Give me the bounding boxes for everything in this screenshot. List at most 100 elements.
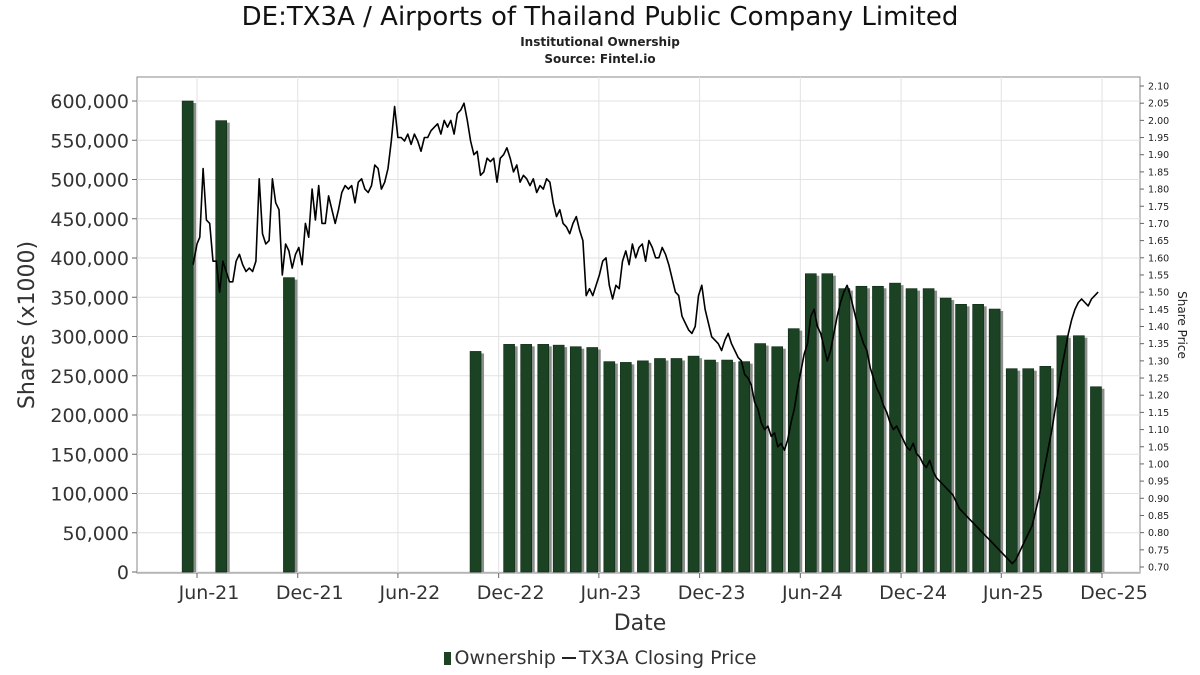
y2-axis-label: Share Price bbox=[1175, 291, 1189, 359]
ownership-bar bbox=[637, 360, 649, 573]
x-tick-label: Jun-22 bbox=[379, 582, 441, 604]
ownership-bar bbox=[704, 359, 716, 573]
ownership-bars bbox=[181, 100, 1105, 573]
y-tick-label: 100,000 bbox=[50, 484, 129, 506]
y2-tick-label: 2.05 bbox=[1148, 99, 1169, 110]
ownership-bar bbox=[552, 344, 565, 573]
y2-tick-label: 0.95 bbox=[1148, 477, 1169, 488]
y2-tick-label: 1.70 bbox=[1148, 219, 1169, 230]
ownership-bar bbox=[503, 344, 515, 573]
x-axis-label: Date bbox=[614, 611, 667, 636]
y-tick-label: 450,000 bbox=[50, 209, 129, 231]
ownership-bar bbox=[821, 273, 834, 573]
price-line-group bbox=[192, 102, 1099, 565]
y2-tick-label: 1.45 bbox=[1148, 305, 1169, 316]
y2-axis-ticks: 0.70 0.75 0.80 0.85 0.90 0.95 1.00 1.05 1.10 1.15… bbox=[1140, 82, 1169, 574]
x-tick-label: Jun-25 bbox=[982, 582, 1044, 604]
x-axis-ticks: Jun-21 Dec-21 Jun-22 Dec-22 Jun-23 Dec-23 Jun-… bbox=[178, 573, 1148, 604]
ownership-bar bbox=[838, 288, 851, 573]
ownership-bar bbox=[721, 359, 733, 573]
ownership-bar bbox=[215, 120, 228, 573]
chart-title: DE:TX3A / Airports of Thailand Public Co… bbox=[241, 2, 959, 32]
y2-tick-label: 1.65 bbox=[1148, 236, 1169, 247]
ownership-bar bbox=[181, 100, 194, 573]
y-axis-ticks: 0 50,000 100,000 150,000 200,000 250,000 300,0… bbox=[50, 91, 137, 584]
ownership-bar bbox=[771, 346, 784, 573]
y-tick-label: 500,000 bbox=[50, 170, 129, 192]
legend-price-swatch bbox=[561, 657, 576, 659]
x-tick-label: Dec-21 bbox=[276, 582, 344, 604]
x-tick-label: Jun-21 bbox=[178, 582, 240, 604]
ownership-bar bbox=[972, 304, 984, 573]
ownership-bar bbox=[754, 343, 766, 573]
legend-price-label: TX3A Closing Price bbox=[578, 647, 757, 669]
chart-source: Source: Fintel.io bbox=[544, 52, 656, 66]
ownership-bar bbox=[1005, 368, 1018, 573]
y-tick-label: 150,000 bbox=[50, 444, 129, 466]
y2-tick-label: 1.95 bbox=[1148, 133, 1169, 144]
y2-tick-label: 1.25 bbox=[1148, 374, 1169, 385]
y2-tick-label: 0.80 bbox=[1148, 528, 1169, 539]
y2-tick-label: 0.85 bbox=[1148, 511, 1169, 522]
y2-tick-label: 1.10 bbox=[1148, 425, 1169, 436]
ownership-bar bbox=[603, 361, 616, 573]
y-axis-label: Shares (x1000) bbox=[15, 241, 40, 409]
y2-tick-label: 1.60 bbox=[1148, 253, 1169, 264]
y2-tick-label: 0.75 bbox=[1148, 545, 1169, 556]
ownership-bar bbox=[670, 358, 683, 573]
y2-tick-label: 1.90 bbox=[1148, 150, 1169, 161]
legend-ownership-swatch bbox=[443, 652, 451, 665]
y2-tick-label: 0.70 bbox=[1148, 563, 1169, 574]
ownership-bar bbox=[1073, 335, 1085, 573]
ownership-bar bbox=[687, 355, 700, 573]
x-tick-label: Dec-22 bbox=[477, 582, 545, 604]
ownership-bar bbox=[283, 277, 295, 573]
ownership-bar bbox=[1039, 366, 1052, 573]
legend: Ownership TX3A Closing Price bbox=[0, 647, 1200, 669]
price-line bbox=[192, 102, 1099, 565]
x-tick-label: Jun-24 bbox=[781, 582, 843, 604]
ownership-bar bbox=[586, 347, 599, 573]
y-tick-label: 600,000 bbox=[50, 91, 129, 113]
y2-tick-label: 1.50 bbox=[1148, 288, 1169, 299]
y2-tick-label: 1.05 bbox=[1148, 442, 1169, 453]
x-tick-label: Jun-23 bbox=[579, 582, 641, 604]
ownership-bar bbox=[620, 362, 632, 573]
x-tick-label: Dec-23 bbox=[678, 582, 746, 604]
ownership-bar bbox=[1022, 368, 1035, 573]
chart-subtitle: Institutional Ownership bbox=[520, 35, 680, 49]
ownership-bar bbox=[569, 346, 582, 573]
x-tick-label: Dec-25 bbox=[1080, 582, 1148, 604]
y-tick-label: 50,000 bbox=[63, 523, 129, 545]
y2-tick-label: 0.90 bbox=[1148, 494, 1169, 505]
ownership-bar bbox=[988, 308, 1001, 573]
y2-tick-label: 1.40 bbox=[1148, 322, 1169, 333]
ownership-bar bbox=[922, 288, 935, 573]
ownership-bar bbox=[905, 288, 918, 573]
ownership-bar bbox=[804, 273, 817, 573]
ownership-bar bbox=[1090, 386, 1102, 573]
y-tick-label: 250,000 bbox=[50, 366, 129, 388]
y-tick-label: 550,000 bbox=[50, 130, 129, 152]
y-tick-label: 200,000 bbox=[50, 405, 129, 427]
ownership-bar bbox=[939, 297, 952, 573]
y-tick-label: 400,000 bbox=[50, 248, 129, 270]
y2-tick-label: 1.00 bbox=[1148, 459, 1169, 470]
x-tick-label: Dec-24 bbox=[879, 582, 947, 604]
y2-tick-label: 1.80 bbox=[1148, 185, 1169, 196]
y-tick-label: 350,000 bbox=[50, 287, 129, 309]
ownership-bar bbox=[469, 351, 482, 573]
y2-tick-label: 1.20 bbox=[1148, 391, 1169, 402]
ownership-bar bbox=[537, 344, 550, 573]
y2-tick-label: 1.55 bbox=[1148, 270, 1169, 281]
ownership-bar bbox=[787, 328, 800, 573]
y2-tick-label: 1.75 bbox=[1148, 202, 1169, 213]
ownership-bar bbox=[738, 361, 750, 573]
y2-tick-label: 1.35 bbox=[1148, 339, 1169, 350]
legend-ownership-label: Ownership bbox=[454, 647, 556, 669]
ownership-bar bbox=[1056, 335, 1069, 573]
y-tick-label: 300,000 bbox=[50, 327, 129, 349]
ownership-bar bbox=[872, 285, 884, 573]
ownership-bar bbox=[520, 344, 532, 573]
